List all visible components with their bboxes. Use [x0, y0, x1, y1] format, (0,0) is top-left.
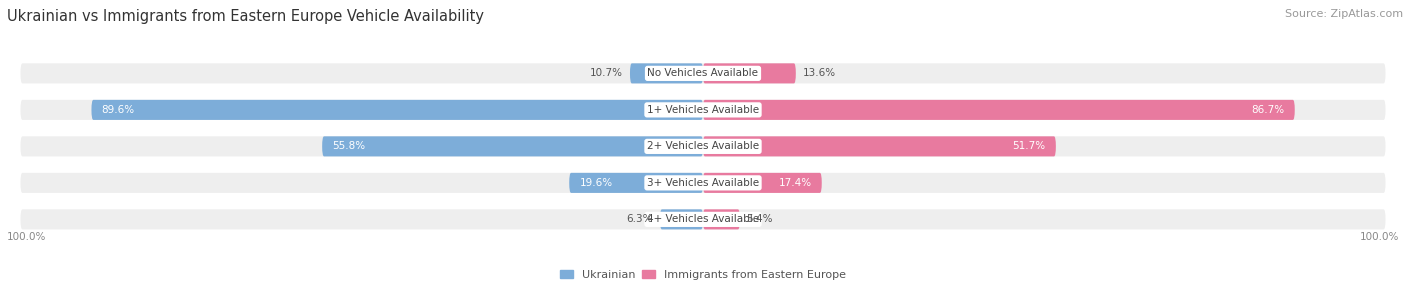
- Text: 55.8%: 55.8%: [332, 141, 366, 151]
- FancyBboxPatch shape: [659, 209, 703, 229]
- Text: 19.6%: 19.6%: [579, 178, 613, 188]
- FancyBboxPatch shape: [21, 173, 1385, 193]
- FancyBboxPatch shape: [21, 209, 1385, 229]
- Legend: Ukrainian, Immigrants from Eastern Europe: Ukrainian, Immigrants from Eastern Europ…: [560, 270, 846, 280]
- Text: 17.4%: 17.4%: [779, 178, 811, 188]
- Text: 10.7%: 10.7%: [591, 68, 623, 78]
- FancyBboxPatch shape: [21, 100, 1385, 120]
- Text: 13.6%: 13.6%: [803, 68, 835, 78]
- Text: 1+ Vehicles Available: 1+ Vehicles Available: [647, 105, 759, 115]
- Text: No Vehicles Available: No Vehicles Available: [648, 68, 758, 78]
- FancyBboxPatch shape: [703, 100, 1295, 120]
- Text: 86.7%: 86.7%: [1251, 105, 1285, 115]
- Text: 6.3%: 6.3%: [627, 214, 654, 225]
- FancyBboxPatch shape: [21, 136, 1385, 156]
- Text: 89.6%: 89.6%: [101, 105, 135, 115]
- FancyBboxPatch shape: [703, 136, 1056, 156]
- Text: Ukrainian vs Immigrants from Eastern Europe Vehicle Availability: Ukrainian vs Immigrants from Eastern Eur…: [7, 9, 484, 23]
- Text: 100.0%: 100.0%: [1360, 232, 1399, 242]
- Text: Source: ZipAtlas.com: Source: ZipAtlas.com: [1285, 9, 1403, 19]
- Text: 3+ Vehicles Available: 3+ Vehicles Available: [647, 178, 759, 188]
- Text: 5.4%: 5.4%: [747, 214, 773, 225]
- Text: 2+ Vehicles Available: 2+ Vehicles Available: [647, 141, 759, 151]
- FancyBboxPatch shape: [703, 209, 740, 229]
- Text: 4+ Vehicles Available: 4+ Vehicles Available: [647, 214, 759, 225]
- FancyBboxPatch shape: [630, 63, 703, 84]
- FancyBboxPatch shape: [91, 100, 703, 120]
- Text: 100.0%: 100.0%: [7, 232, 46, 242]
- FancyBboxPatch shape: [703, 63, 796, 84]
- FancyBboxPatch shape: [703, 173, 821, 193]
- FancyBboxPatch shape: [21, 63, 1385, 84]
- FancyBboxPatch shape: [322, 136, 703, 156]
- Text: 51.7%: 51.7%: [1012, 141, 1046, 151]
- FancyBboxPatch shape: [569, 173, 703, 193]
